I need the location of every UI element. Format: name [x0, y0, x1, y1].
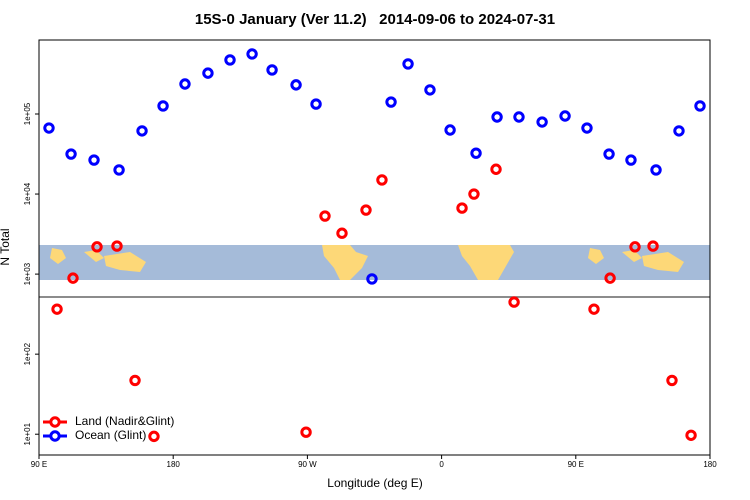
point [666, 374, 678, 387]
point [402, 58, 414, 70]
point [508, 296, 520, 308]
point [224, 54, 236, 66]
point [694, 100, 706, 112]
y-axis-label: N Total [0, 228, 12, 265]
point [157, 100, 169, 112]
point [179, 78, 191, 90]
point [581, 122, 593, 134]
point [536, 116, 548, 128]
point [43, 122, 55, 134]
point [491, 111, 503, 123]
point [148, 430, 160, 443]
point [88, 154, 100, 166]
point [456, 202, 468, 214]
point [202, 67, 214, 79]
point [625, 154, 637, 166]
point [650, 164, 662, 176]
point [468, 188, 480, 200]
point [266, 64, 278, 76]
legend-marker [49, 416, 61, 428]
point [67, 272, 79, 284]
point [559, 110, 571, 122]
point [129, 374, 141, 387]
x-tick-label: 180 [703, 460, 717, 469]
point [360, 204, 372, 216]
chart-title: 15S-0 January (Ver 11.2) 2014-09-06 to 2… [195, 11, 555, 28]
y-tick-label: 1e+04 [23, 182, 32, 205]
x-tick-label: 180 [167, 460, 181, 469]
legend-label: Ocean (Glint) [75, 428, 146, 442]
point [300, 426, 312, 438]
point [424, 84, 436, 96]
point [376, 174, 388, 186]
point [685, 429, 697, 441]
point [91, 241, 103, 253]
point [113, 164, 125, 176]
y-tick-label: 1e+02 [23, 342, 32, 365]
point [603, 148, 615, 160]
point [136, 125, 148, 137]
point [111, 240, 123, 252]
legend-label: Land (Nadir&Glint) [75, 414, 174, 428]
point [366, 273, 378, 285]
y-tick-label: 1e+03 [23, 262, 32, 285]
point [336, 227, 348, 239]
map-background [39, 245, 710, 280]
x-tick-label: 90 E [31, 460, 47, 469]
point [629, 241, 641, 253]
point [604, 272, 616, 284]
point [490, 163, 502, 175]
point [310, 98, 322, 110]
point [673, 125, 685, 137]
point [470, 147, 482, 159]
y-tick-label: 1e+01 [23, 422, 32, 445]
x-axis-label: Longitude (deg E) [327, 476, 422, 490]
point [65, 148, 77, 160]
point [290, 79, 302, 91]
x-tick-label: 90 W [298, 460, 317, 469]
point [246, 48, 258, 60]
point [588, 303, 600, 315]
plot-frame [38, 39, 711, 456]
point [647, 240, 659, 252]
point [444, 124, 456, 136]
point [51, 303, 63, 315]
x-tick-label: 90 E [568, 460, 584, 469]
x-tick-label: 0 [439, 460, 444, 469]
point [385, 96, 397, 108]
legend-marker [49, 430, 61, 442]
point [513, 111, 525, 123]
point [319, 210, 331, 222]
y-tick-label: 1e+05 [23, 102, 32, 125]
